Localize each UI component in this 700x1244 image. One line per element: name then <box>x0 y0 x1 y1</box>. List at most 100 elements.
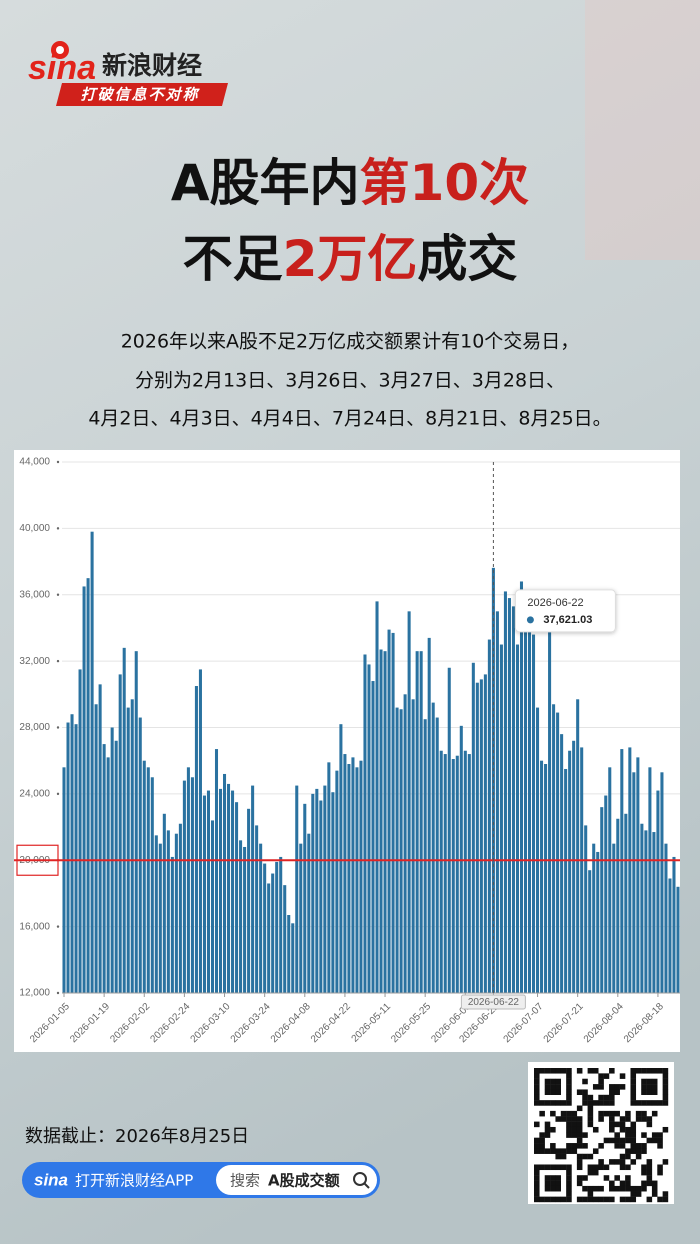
qr-module <box>534 1084 540 1090</box>
qr-module <box>571 1132 578 1138</box>
open-app[interactable]: 打开新浪财经APP <box>75 1172 193 1190</box>
qr-module <box>555 1078 561 1085</box>
intro-line: 4月2日、4月3日、4月4日、7月24日、8月21日、8月25日。 <box>88 408 611 430</box>
qr-module <box>630 1084 637 1090</box>
qr-module <box>641 1180 647 1187</box>
qr-module <box>651 1180 658 1187</box>
bar <box>596 851 600 993</box>
qr-module <box>598 1164 604 1171</box>
qr-module <box>576 1089 583 1095</box>
headline-line: 不足2万亿成交 <box>183 230 518 288</box>
qr-module <box>566 1180 572 1187</box>
headline-segment: 第10次 <box>360 154 530 212</box>
qr-module <box>534 1100 540 1106</box>
qr-module <box>630 1132 637 1138</box>
bar <box>295 785 299 993</box>
qr-module <box>625 1185 631 1192</box>
bar <box>307 833 311 993</box>
bar <box>668 878 672 993</box>
qr-module <box>544 1196 551 1203</box>
tooltip-value: 37,621.03 <box>543 614 592 626</box>
qr-module <box>544 1175 551 1181</box>
qr-module <box>571 1110 578 1117</box>
qr-module <box>598 1159 604 1165</box>
bar <box>194 686 198 993</box>
qr-module <box>635 1100 642 1106</box>
qr-module <box>635 1153 642 1160</box>
qr-module <box>550 1143 556 1149</box>
qr-module <box>630 1089 637 1095</box>
qr-module <box>603 1110 610 1117</box>
app-logo: sina <box>34 1170 68 1189</box>
qr-module <box>544 1126 551 1133</box>
qr-module <box>614 1175 620 1181</box>
qr-module <box>625 1132 631 1138</box>
bar <box>287 915 291 993</box>
qr-module <box>662 1068 669 1074</box>
search-box[interactable] <box>216 1165 377 1195</box>
axis-pointer-label-box <box>460 994 526 1010</box>
qr-module <box>544 1121 551 1128</box>
qr-module <box>582 1094 588 1101</box>
qr-module <box>582 1175 588 1181</box>
qr-module <box>566 1094 572 1101</box>
search-icon[interactable] <box>353 1172 367 1186</box>
y-tick-label: 28,000 <box>19 722 50 733</box>
qr-module <box>587 1196 594 1203</box>
qr-module <box>550 1089 556 1095</box>
search-label: 搜索 <box>230 1172 260 1190</box>
qr-module <box>614 1132 620 1138</box>
bar <box>568 750 572 993</box>
bar <box>451 759 455 993</box>
qr-module <box>651 1137 658 1144</box>
search-query: A股成交额 <box>268 1172 340 1190</box>
bar <box>162 813 166 993</box>
tooltip-title: 2026-06-22 <box>527 597 583 609</box>
qr-module <box>630 1196 637 1203</box>
qr-module <box>598 1100 604 1106</box>
qr-module <box>550 1100 556 1106</box>
bar <box>347 764 351 993</box>
qr-module <box>619 1137 626 1144</box>
qr-module <box>625 1148 631 1154</box>
qr-module <box>592 1169 599 1176</box>
qr-module <box>566 1196 572 1203</box>
y-tick-mark <box>56 593 60 596</box>
qr-module <box>609 1180 615 1187</box>
qr-module <box>587 1094 594 1101</box>
qr-module <box>534 1164 540 1171</box>
qr-module <box>587 1100 594 1106</box>
qr-module <box>603 1094 610 1101</box>
qr-module <box>609 1126 615 1133</box>
bar <box>263 863 267 993</box>
bar <box>146 767 150 993</box>
bar <box>279 856 283 993</box>
qr-module <box>614 1159 620 1165</box>
bar <box>331 792 335 993</box>
app-bar[interactable]: sina 打开新浪财经APP 搜索 A股成交额 <box>22 1162 380 1198</box>
qr-module <box>625 1196 631 1203</box>
qr-module <box>587 1116 594 1122</box>
slogan-box <box>56 83 228 106</box>
qr-module <box>646 1121 653 1128</box>
qr-module <box>662 1094 669 1101</box>
qr-module <box>582 1143 588 1149</box>
bar <box>471 662 475 993</box>
qr-module <box>544 1185 551 1192</box>
qr-module <box>566 1185 572 1192</box>
bar <box>231 790 235 993</box>
qr-module <box>614 1110 620 1117</box>
bar <box>150 777 154 993</box>
qr-module <box>598 1078 604 1085</box>
qr-module <box>560 1116 567 1122</box>
bar <box>166 830 170 993</box>
qr-module <box>555 1164 561 1171</box>
bar <box>483 674 487 993</box>
qr-module <box>555 1180 561 1187</box>
qr-module <box>587 1153 594 1160</box>
bar <box>415 651 419 993</box>
bar <box>419 651 423 993</box>
qr-module <box>614 1084 620 1090</box>
qr-module <box>576 1180 583 1187</box>
qr-module <box>539 1148 545 1154</box>
